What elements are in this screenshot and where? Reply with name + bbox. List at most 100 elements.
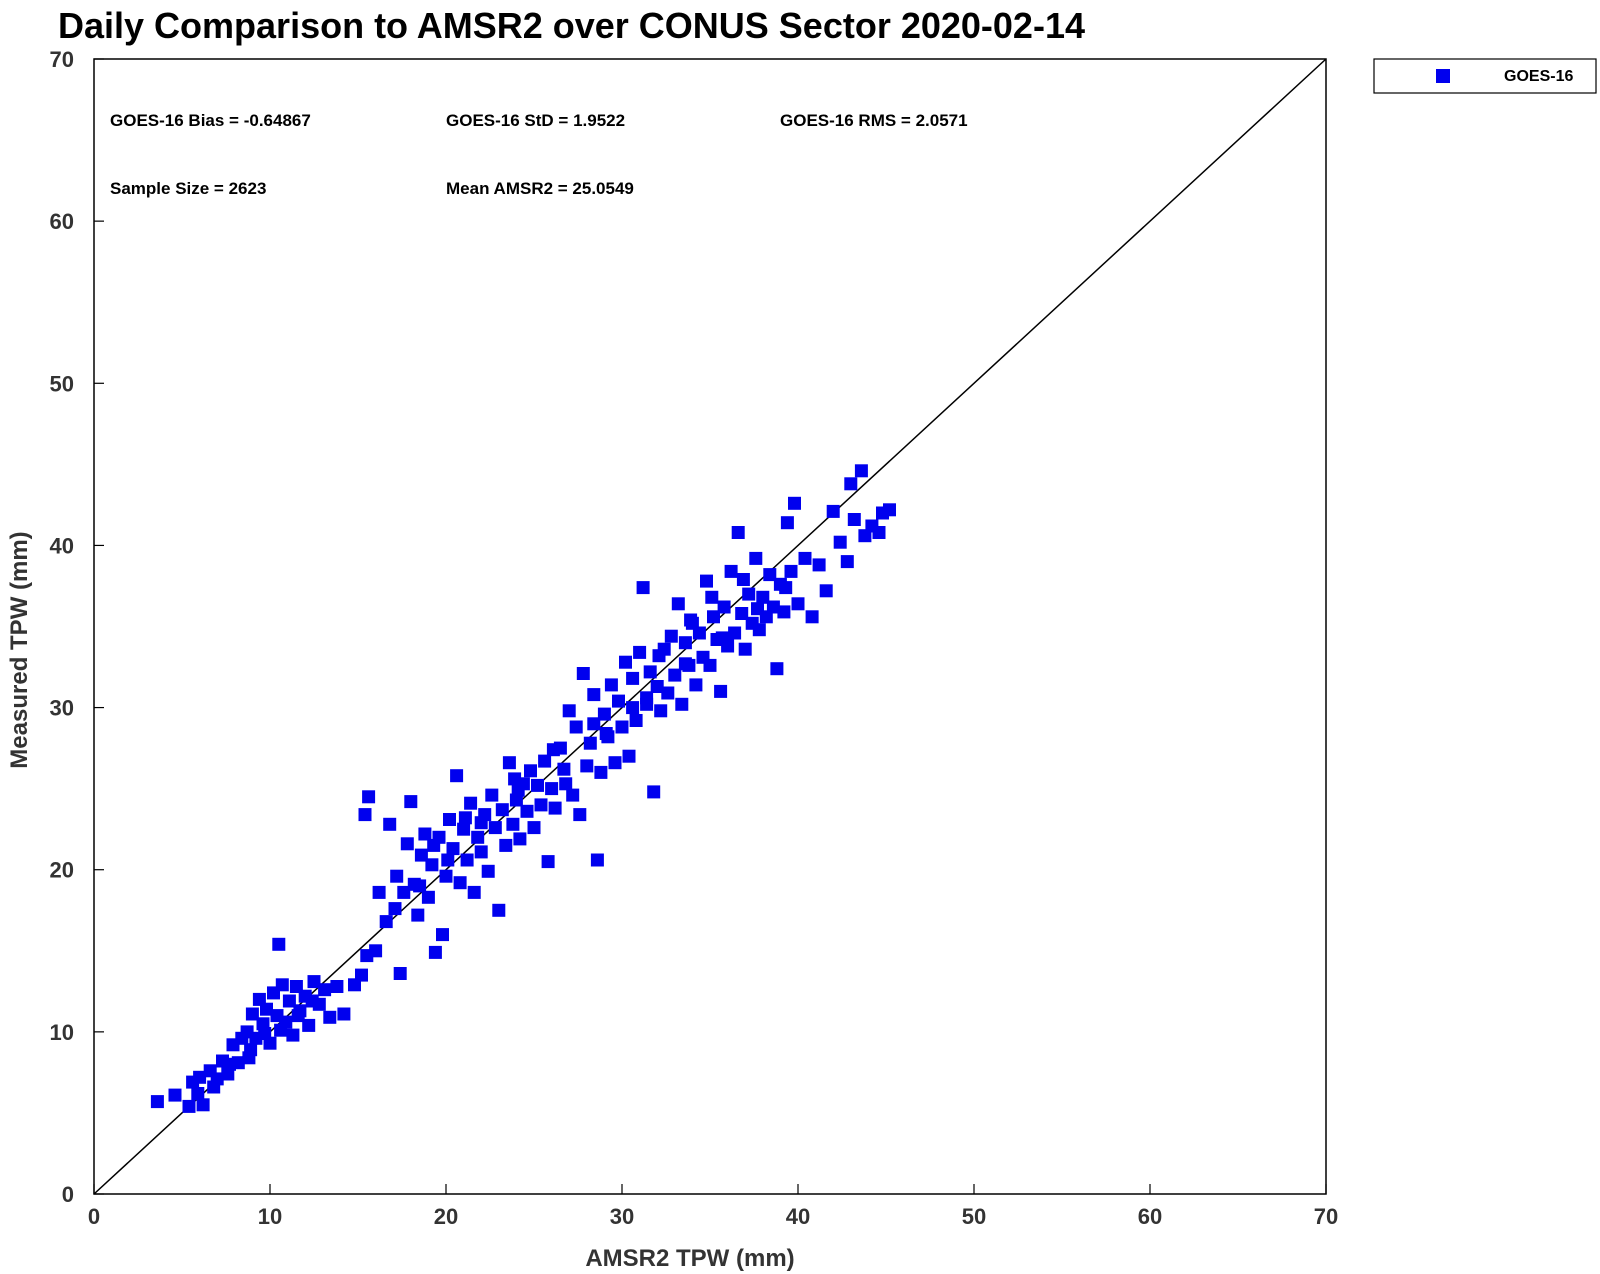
- data-point: [664, 629, 678, 643]
- y-tick-label: 40: [50, 533, 74, 558]
- data-point: [383, 817, 397, 831]
- data-point: [458, 811, 472, 825]
- data-point: [258, 1027, 272, 1040]
- x-tick-label: 70: [1314, 1204, 1338, 1229]
- data-point: [388, 902, 402, 916]
- data-point: [400, 837, 414, 851]
- data-point: [872, 526, 886, 539]
- data-point: [619, 655, 632, 669]
- data-point: [569, 720, 583, 734]
- bias-stat: GOES-16 Bias = -0.64867: [110, 111, 311, 130]
- data-point: [223, 1057, 236, 1071]
- data-point: [736, 573, 750, 586]
- data-point: [668, 668, 682, 682]
- data-point: [780, 516, 794, 530]
- data-point: [439, 869, 453, 883]
- data-point: [411, 908, 425, 922]
- data-point: [467, 885, 481, 899]
- data-point: [488, 821, 502, 835]
- data-point: [700, 574, 713, 588]
- data-points: [150, 464, 896, 1113]
- y-tick-label: 10: [50, 1020, 74, 1045]
- data-point: [450, 769, 464, 783]
- data-point: [629, 714, 643, 727]
- x-tick-label: 50: [962, 1204, 986, 1229]
- data-point: [749, 551, 763, 565]
- x-tick-label: 20: [434, 1204, 458, 1229]
- data-point: [779, 581, 793, 595]
- data-point: [150, 1095, 164, 1109]
- data-point: [854, 464, 868, 478]
- data-point: [460, 853, 474, 867]
- data-point: [499, 838, 513, 852]
- x-tick-label: 0: [88, 1204, 100, 1229]
- data-point: [791, 597, 805, 611]
- data-point: [692, 626, 706, 640]
- data-point: [545, 782, 559, 796]
- data-point: [654, 704, 668, 718]
- data-point: [191, 1087, 205, 1100]
- data-point: [358, 808, 372, 822]
- data-point: [731, 526, 745, 539]
- data-point: [615, 720, 629, 734]
- data-point: [766, 600, 780, 614]
- data-point: [633, 645, 647, 659]
- data-point: [453, 876, 467, 890]
- axis-ticks: 0 10 20 30 40 50 60 70 0 10 20 30 40 50 60 70: [50, 47, 1339, 1229]
- data-point: [524, 764, 537, 778]
- data-point: [626, 701, 640, 715]
- data-point: [587, 717, 601, 731]
- data-point: [485, 788, 499, 802]
- data-point: [580, 759, 594, 773]
- data-point: [508, 772, 522, 786]
- data-point: [207, 1080, 221, 1094]
- data-point: [531, 778, 544, 792]
- data-point: [636, 581, 650, 595]
- data-point: [302, 1018, 316, 1032]
- data-point: [369, 944, 383, 958]
- data-point: [707, 610, 720, 624]
- data-point: [337, 1007, 351, 1021]
- data-point: [511, 783, 525, 797]
- data-point: [413, 879, 427, 893]
- data-point: [260, 1002, 273, 1016]
- data-point: [446, 842, 460, 856]
- data-point: [393, 967, 407, 980]
- data-point: [738, 642, 752, 656]
- x-tick-label: 10: [258, 1204, 282, 1229]
- data-point: [436, 928, 449, 942]
- data-point: [847, 513, 861, 526]
- data-point: [788, 496, 801, 510]
- data-point: [833, 535, 847, 549]
- data-point: [798, 551, 812, 565]
- data-point: [196, 1098, 210, 1112]
- data-point: [474, 845, 488, 859]
- data-point: [675, 697, 689, 711]
- y-tick-label: 60: [50, 209, 74, 234]
- data-point: [548, 801, 562, 815]
- data-point: [684, 613, 698, 627]
- data-point: [513, 832, 527, 846]
- data-point: [502, 756, 516, 770]
- data-point: [590, 853, 604, 867]
- y-tick-label: 50: [50, 371, 74, 396]
- data-point: [661, 686, 675, 700]
- data-point: [427, 838, 441, 852]
- data-point: [404, 795, 418, 809]
- data-point: [640, 697, 654, 711]
- data-point: [583, 736, 597, 750]
- data-point: [612, 694, 625, 708]
- data-point: [457, 822, 471, 836]
- rms-stat: GOES-16 RMS = 2.0571: [780, 111, 968, 130]
- data-point: [573, 808, 587, 822]
- data-point: [752, 623, 766, 637]
- data-point: [647, 785, 661, 799]
- data-point: [576, 667, 590, 680]
- y-tick-label: 30: [50, 696, 74, 721]
- data-point: [703, 658, 717, 672]
- data-point: [495, 803, 509, 817]
- data-point: [464, 796, 478, 810]
- data-point: [291, 1009, 305, 1023]
- data-point: [362, 790, 376, 804]
